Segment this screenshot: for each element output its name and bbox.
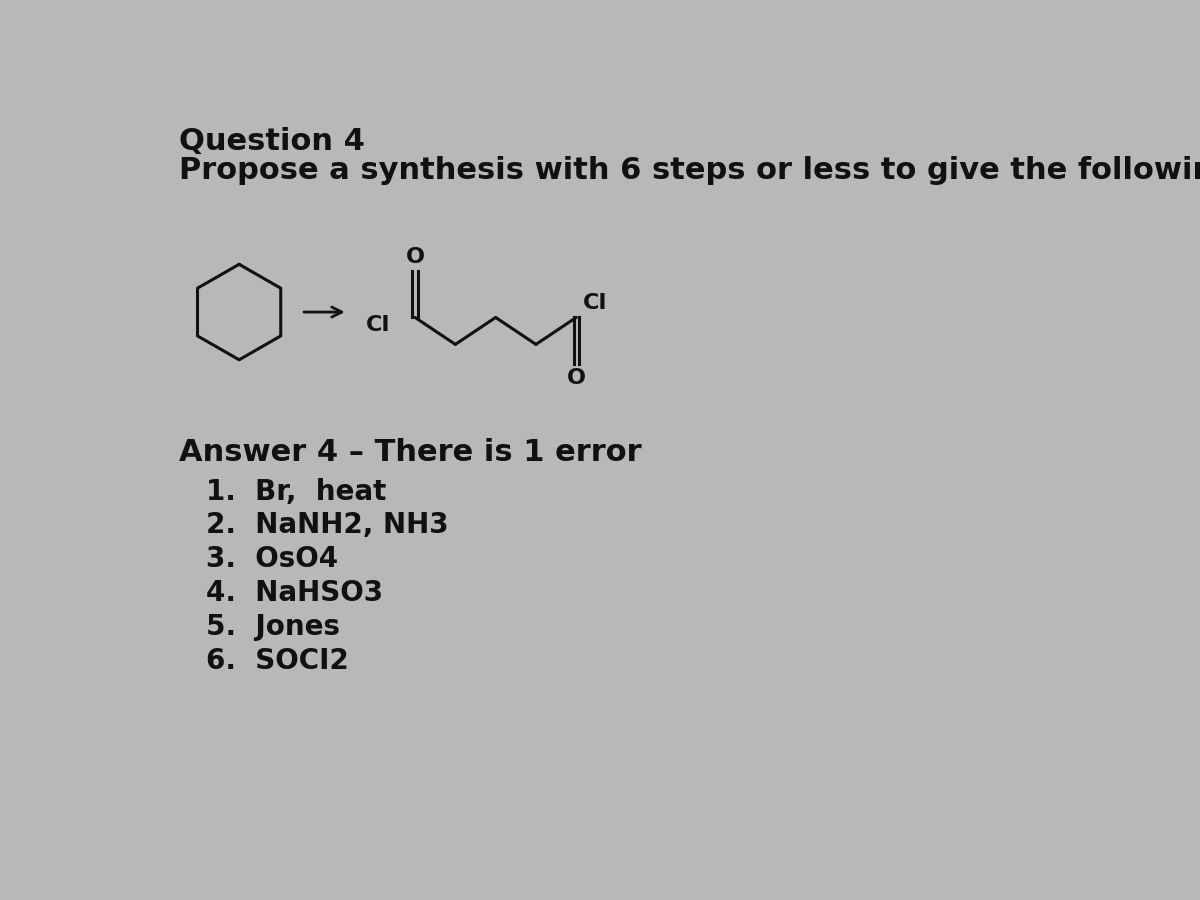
Text: O: O bbox=[406, 247, 425, 266]
Text: O: O bbox=[566, 368, 586, 388]
Text: 6.  SOCI2: 6. SOCI2 bbox=[206, 647, 348, 675]
Text: 1.  Br,  heat: 1. Br, heat bbox=[206, 478, 386, 506]
Text: CI: CI bbox=[582, 292, 607, 313]
Text: 5.  Jones: 5. Jones bbox=[206, 613, 340, 641]
Text: 2.  NaNH2, NH3: 2. NaNH2, NH3 bbox=[206, 511, 449, 539]
Text: Propose a synthesis with 6 steps or less to give the following conversion: Propose a synthesis with 6 steps or less… bbox=[180, 156, 1200, 184]
Text: 4.  NaHSO3: 4. NaHSO3 bbox=[206, 580, 383, 608]
Text: CI: CI bbox=[366, 315, 390, 335]
Text: 3.  OsO4: 3. OsO4 bbox=[206, 545, 338, 573]
Text: Question 4: Question 4 bbox=[180, 127, 365, 157]
Text: Answer 4 – There is 1 error: Answer 4 – There is 1 error bbox=[180, 437, 642, 466]
